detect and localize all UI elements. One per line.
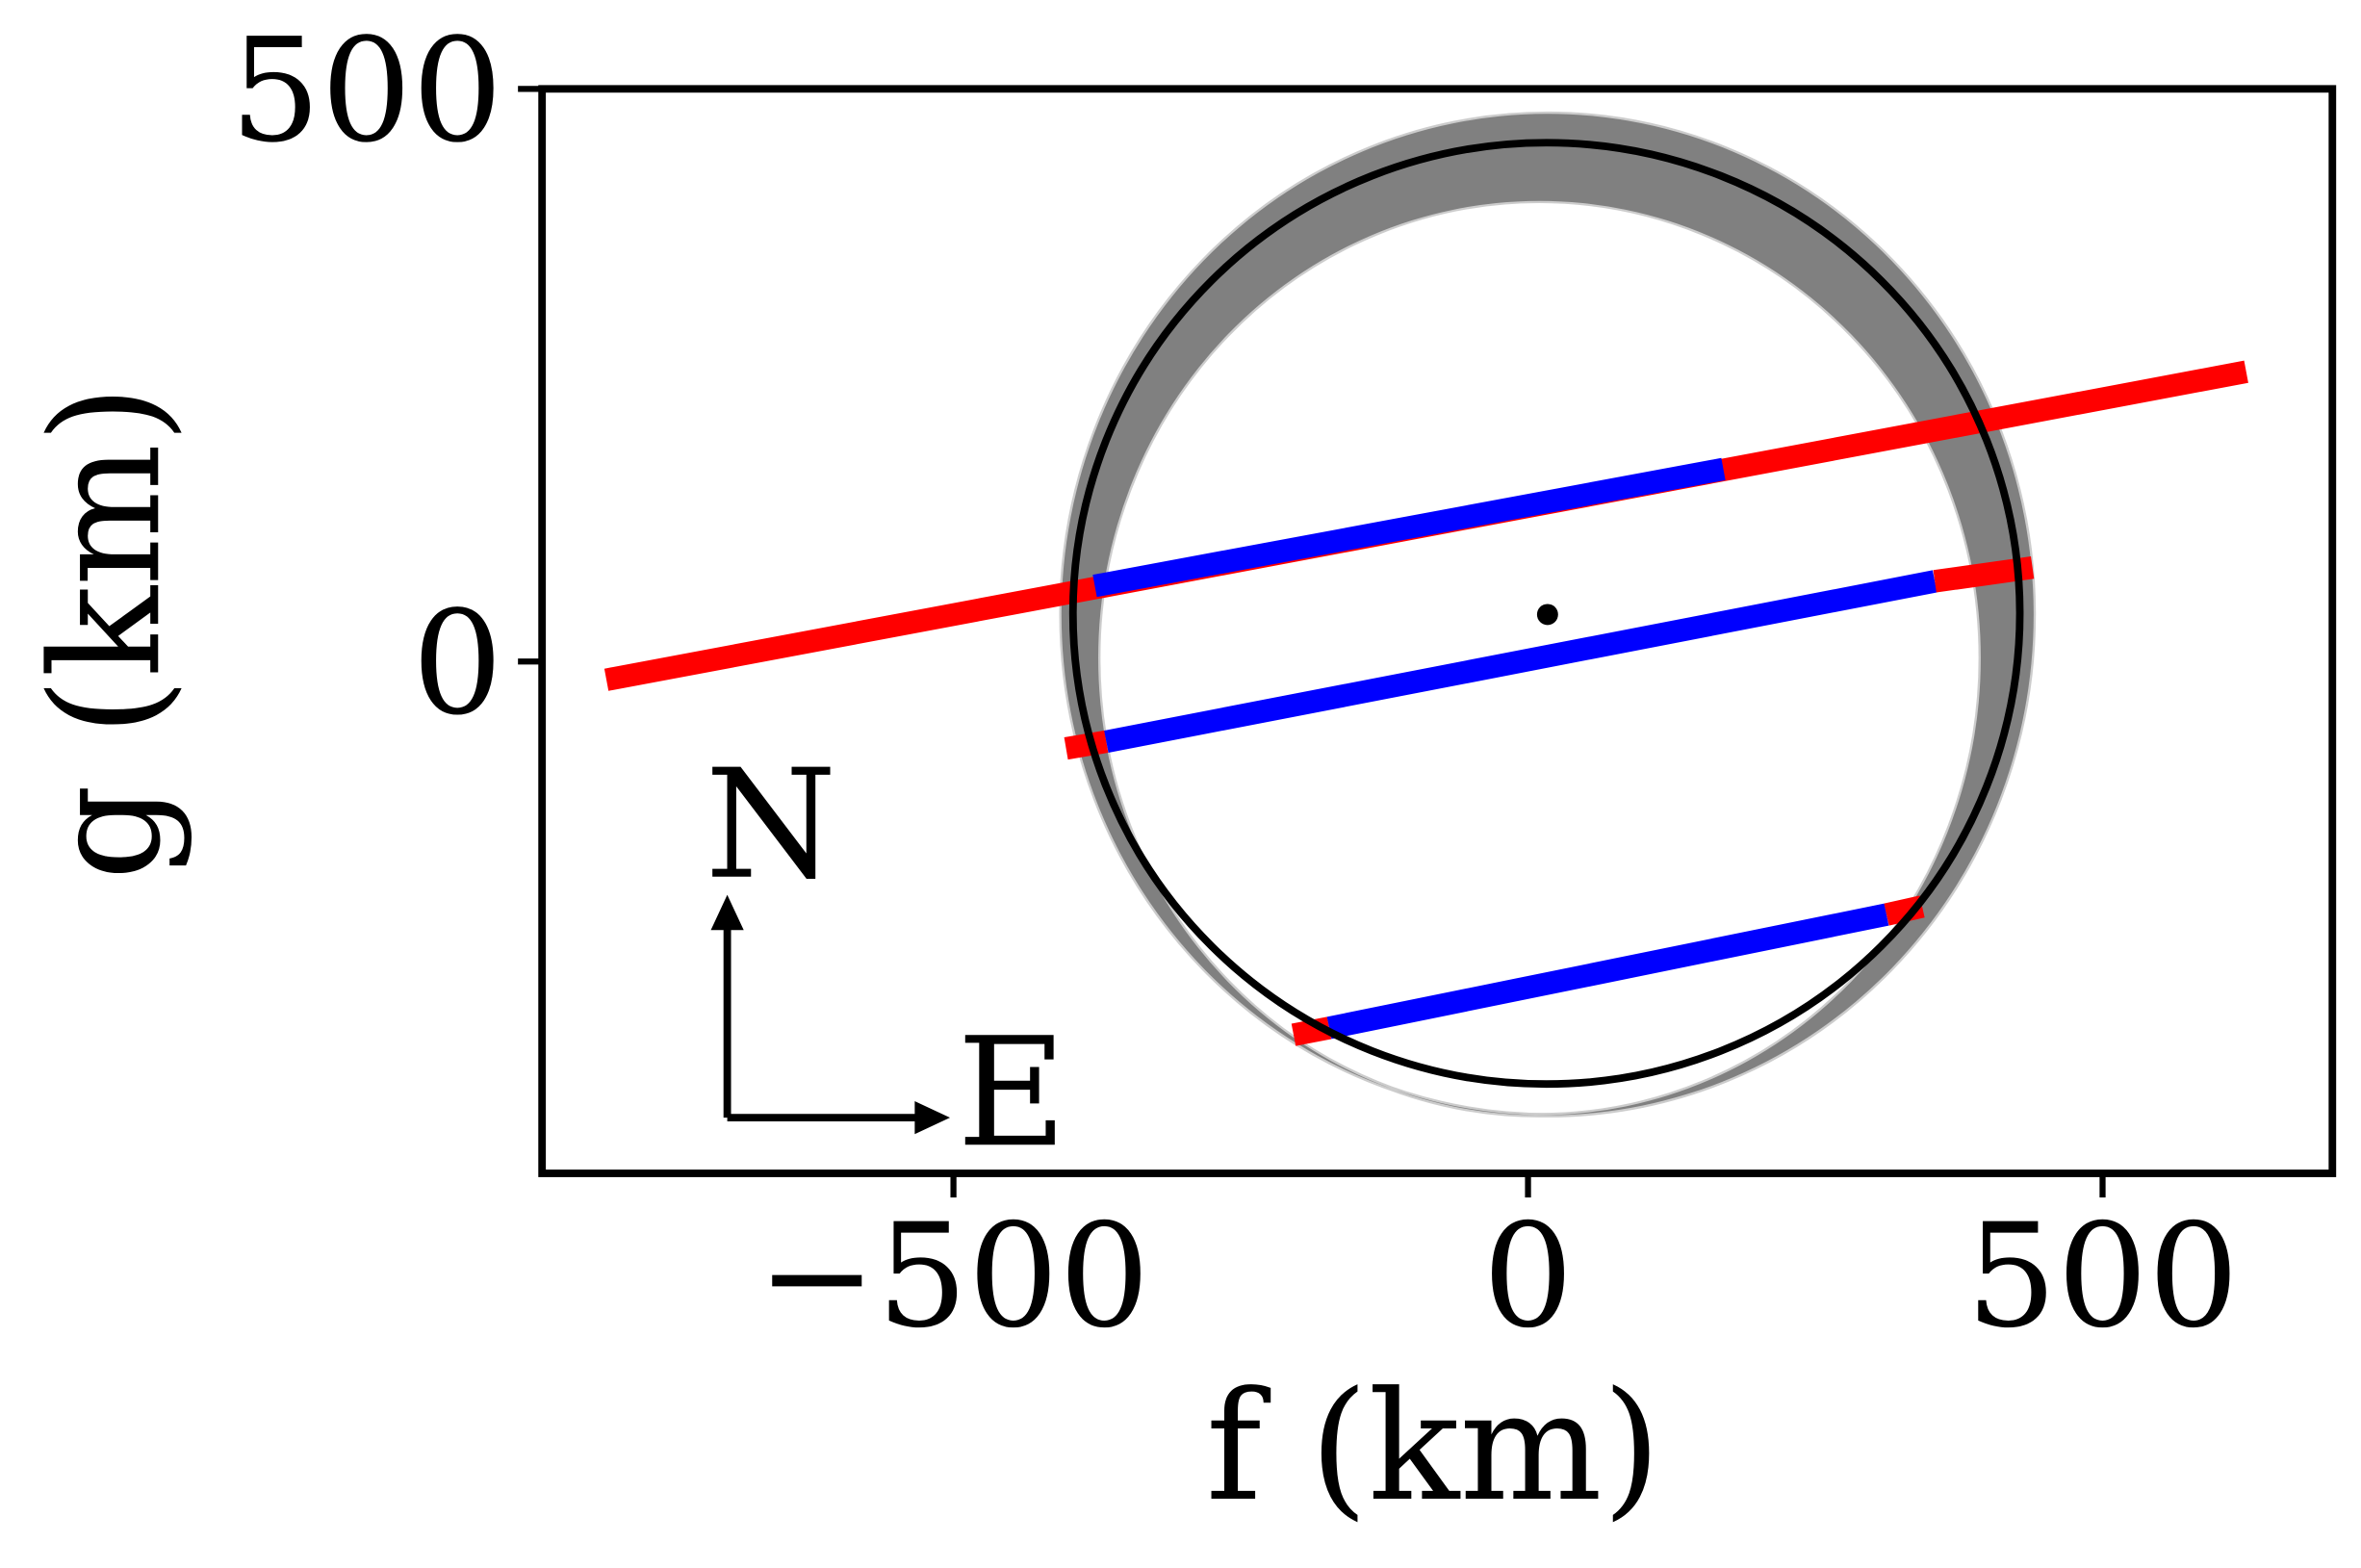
y-tick-label: 500 [230, 9, 503, 175]
chord [1104, 570, 1938, 754]
plot-frame [538, 85, 2337, 1177]
x-axis-label: f (km) [1206, 1359, 1661, 1534]
y-axis-label: g (km) [18, 385, 193, 881]
compass-north: N [706, 737, 837, 913]
x-tick-label: 0 [1482, 1194, 1574, 1360]
center-point [1536, 604, 1558, 626]
y-tick-label: 0 [412, 580, 503, 747]
north-arrowhead [710, 894, 744, 931]
compass-east: E [957, 1005, 1066, 1180]
chord [1064, 730, 1109, 760]
fitted-ellipse [1068, 138, 2024, 1089]
x-tick-label: −500 [757, 1194, 1150, 1360]
east-arrowhead [914, 1101, 951, 1135]
x-tick-label: 500 [1966, 1194, 2240, 1360]
compass [710, 894, 951, 1135]
chord [1326, 903, 1889, 1040]
chord [1092, 457, 1726, 598]
